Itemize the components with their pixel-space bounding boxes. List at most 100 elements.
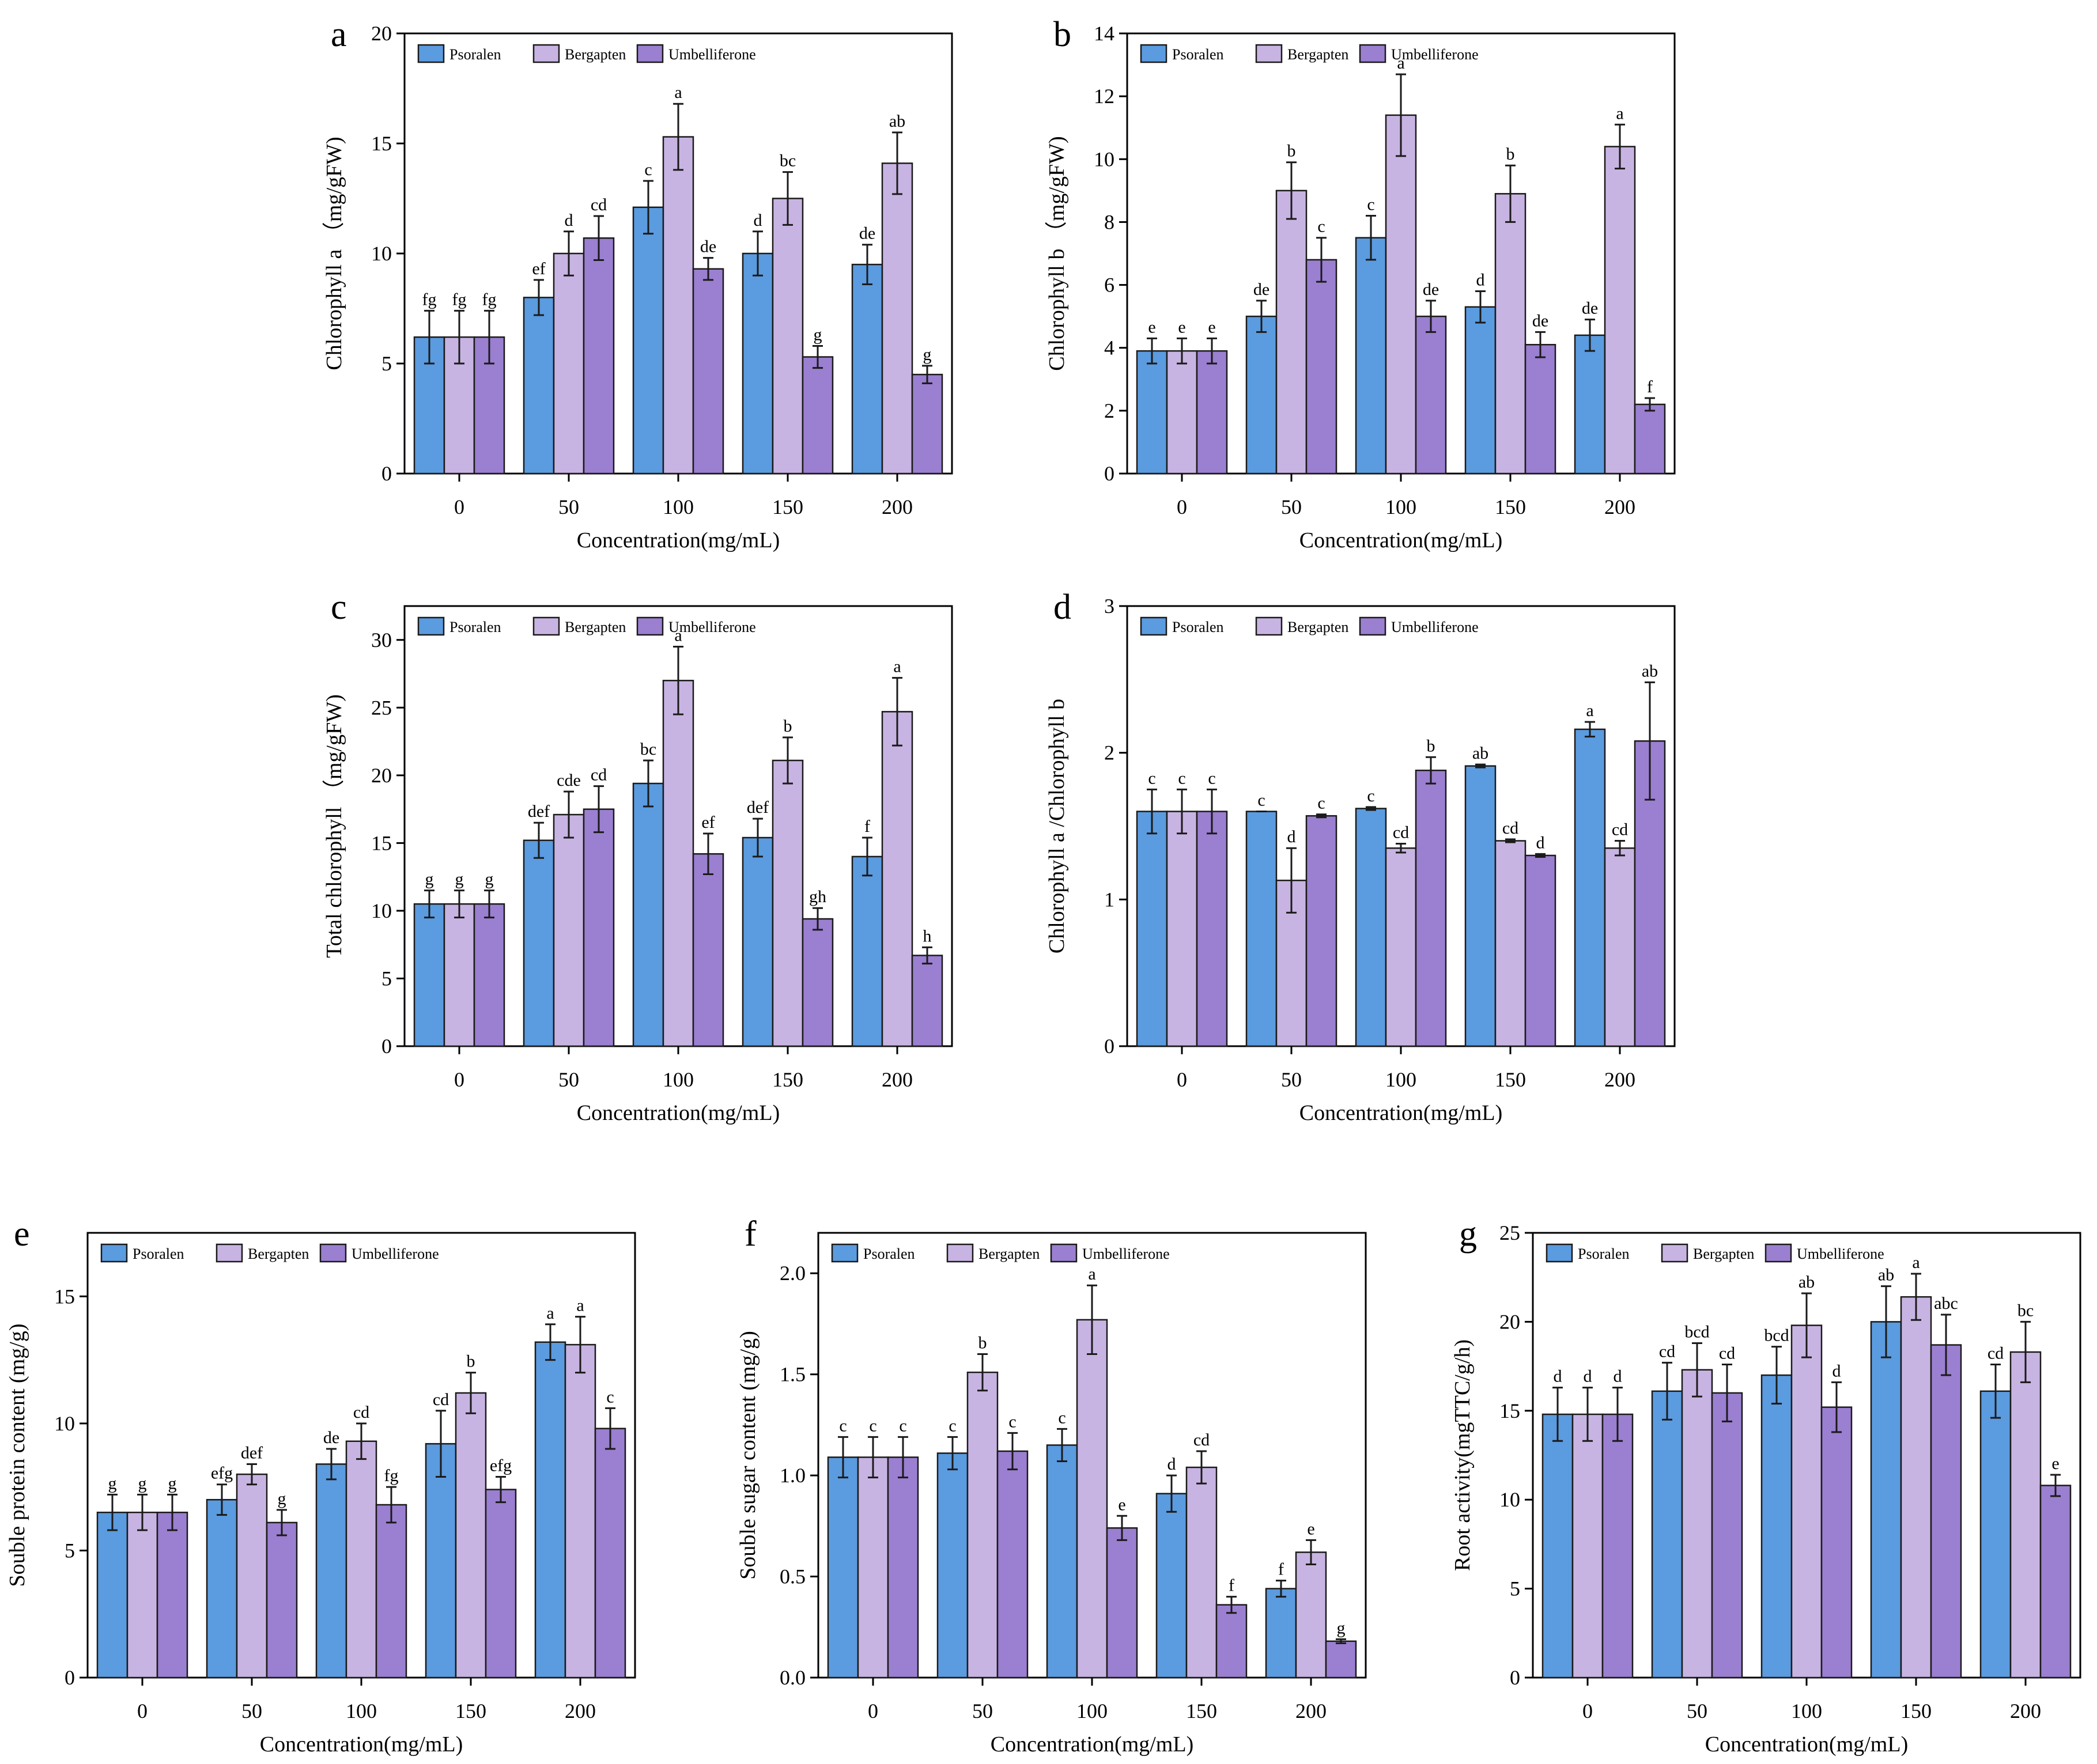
x-tick-label: 200 xyxy=(1604,1068,1635,1091)
significance-label: fg xyxy=(384,1466,399,1485)
chart-panel-c: c 0 5 10 15 20 25 30 g def bc def f g cde a b a g cd ef gh h 0 5… xyxy=(322,588,953,1125)
error-bar xyxy=(1286,847,1297,914)
x-tick-label: 0 xyxy=(1177,1068,1187,1091)
significance-label: g xyxy=(455,870,464,889)
significance-label: c xyxy=(1317,217,1325,236)
y-tick-label: 3 xyxy=(1104,595,1114,618)
legend-label-psoralen: Psoralen xyxy=(1172,46,1224,63)
error-bar xyxy=(703,257,713,281)
significance-label: b xyxy=(1427,736,1435,755)
significance-label: cde xyxy=(557,771,581,790)
y-tick-label: 20 xyxy=(371,22,392,45)
x-tick-label: 100 xyxy=(1385,495,1416,518)
significance-label: de xyxy=(1582,299,1598,318)
error-bar xyxy=(783,171,793,226)
error-bar xyxy=(1256,300,1267,333)
error-bar xyxy=(922,946,932,965)
y-tick-label: 5 xyxy=(1510,1577,1520,1600)
bar-bergapten-50 xyxy=(553,813,585,1047)
x-tick-label: 50 xyxy=(558,495,579,518)
error-bar xyxy=(868,1436,878,1479)
bar-bergapten-150 xyxy=(1494,193,1527,475)
y-tick-label: 0 xyxy=(381,1035,392,1058)
error-bar xyxy=(564,230,574,277)
legend-swatch-bergapten xyxy=(532,616,560,636)
error-bar xyxy=(1306,1539,1316,1565)
significance-label: e xyxy=(1208,317,1215,336)
significance-label: d xyxy=(1614,1367,1622,1386)
bar-umbelliferone-0 xyxy=(1196,811,1228,1047)
significance-label: e xyxy=(2051,1454,2059,1473)
significance-label: c xyxy=(644,160,652,179)
bar-psoralen-200 xyxy=(534,1341,566,1679)
significance-label: a xyxy=(674,83,682,102)
legend-swatch-umbelliferone xyxy=(1359,44,1386,63)
significance-label: de xyxy=(1532,311,1548,330)
x-tick-label: 150 xyxy=(772,1068,803,1091)
significance-label: de xyxy=(1423,280,1439,299)
significance-label: c xyxy=(869,1416,876,1435)
significance-label: b xyxy=(467,1352,475,1371)
y-axis-title: Chlorophyll a /Chlorophyll b xyxy=(1045,699,1069,953)
legend-swatch-bergapten xyxy=(1661,1243,1688,1263)
y-tick-label: 1 xyxy=(1104,888,1114,911)
significance-label: b xyxy=(1287,142,1296,161)
bar-bergapten-200 xyxy=(1295,1551,1327,1679)
error-bar xyxy=(1535,853,1546,858)
significance-label: c xyxy=(1367,786,1374,805)
error-bar xyxy=(1505,164,1516,223)
significance-label: a xyxy=(1912,1253,1920,1272)
significance-label: a xyxy=(1397,54,1404,73)
y-axis-title: Root activity(mgTTC/g/h) xyxy=(1450,1339,1475,1571)
error-bar xyxy=(862,836,872,877)
bar-psoralen-50 xyxy=(523,297,555,475)
x-tick-label: 100 xyxy=(346,1699,377,1723)
error-bar xyxy=(167,1493,177,1531)
significance-label: g xyxy=(1337,1618,1346,1637)
bar-bergapten-100 xyxy=(662,136,694,475)
error-bar xyxy=(1207,337,1217,365)
x-tick-label: 0 xyxy=(137,1699,148,1723)
significance-label: a xyxy=(1088,1265,1095,1284)
legend: Psoralen Bergapten Umbelliferone xyxy=(831,1243,1170,1263)
error-bar xyxy=(1087,1284,1097,1356)
significance-label: de xyxy=(323,1428,339,1447)
bar-bergapten-0 xyxy=(443,903,475,1047)
error-bar xyxy=(594,215,604,261)
bar-psoralen-150 xyxy=(1155,1493,1188,1679)
significance-label: f xyxy=(864,817,870,836)
x-axis-title: Concentration(mg/mL) xyxy=(577,528,780,552)
legend: Psoralen Bergapten Umbelliferone xyxy=(1140,44,1479,63)
significance-label: a xyxy=(893,657,901,676)
significance-label: cd xyxy=(1988,1344,2004,1363)
y-tick-label: 14 xyxy=(1094,22,1114,45)
legend-label-psoralen: Psoralen xyxy=(449,619,501,635)
bar-umbelliferone-0 xyxy=(473,903,505,1047)
error-bar xyxy=(1426,300,1436,333)
bar-umbelliferone-0 xyxy=(1601,1413,1634,1679)
legend: Psoralen Bergapten Umbelliferone xyxy=(100,1243,439,1263)
panel-letter: f xyxy=(745,1214,757,1254)
bar-bergapten-200 xyxy=(881,711,913,1047)
significance-label: a xyxy=(1616,104,1623,123)
x-tick-label: 0 xyxy=(454,495,464,518)
legend: Psoralen Bergapten Umbelliferone xyxy=(1140,616,1479,636)
bar-umbelliferone-200 xyxy=(911,955,943,1047)
bar-umbelliferone-50 xyxy=(1711,1392,1743,1679)
bar-psoralen-50 xyxy=(1245,811,1278,1047)
y-tick-label: 0 xyxy=(381,462,392,485)
significance-label: fg xyxy=(452,290,467,309)
x-axis-title: Concentration(mg/mL) xyxy=(1299,1101,1502,1125)
error-bar xyxy=(424,309,434,365)
error-bar xyxy=(1505,838,1516,843)
significance-label: ab xyxy=(889,112,905,131)
error-bar xyxy=(2050,1474,2061,1497)
bar-bergapten-0 xyxy=(126,1512,158,1679)
error-bar xyxy=(454,889,464,919)
y-tick-label: 0.5 xyxy=(780,1565,806,1588)
error-bar xyxy=(838,1436,848,1479)
significance-label: g xyxy=(485,870,494,889)
bar-umbelliferone-50 xyxy=(583,237,615,475)
error-bar xyxy=(1276,1580,1286,1598)
